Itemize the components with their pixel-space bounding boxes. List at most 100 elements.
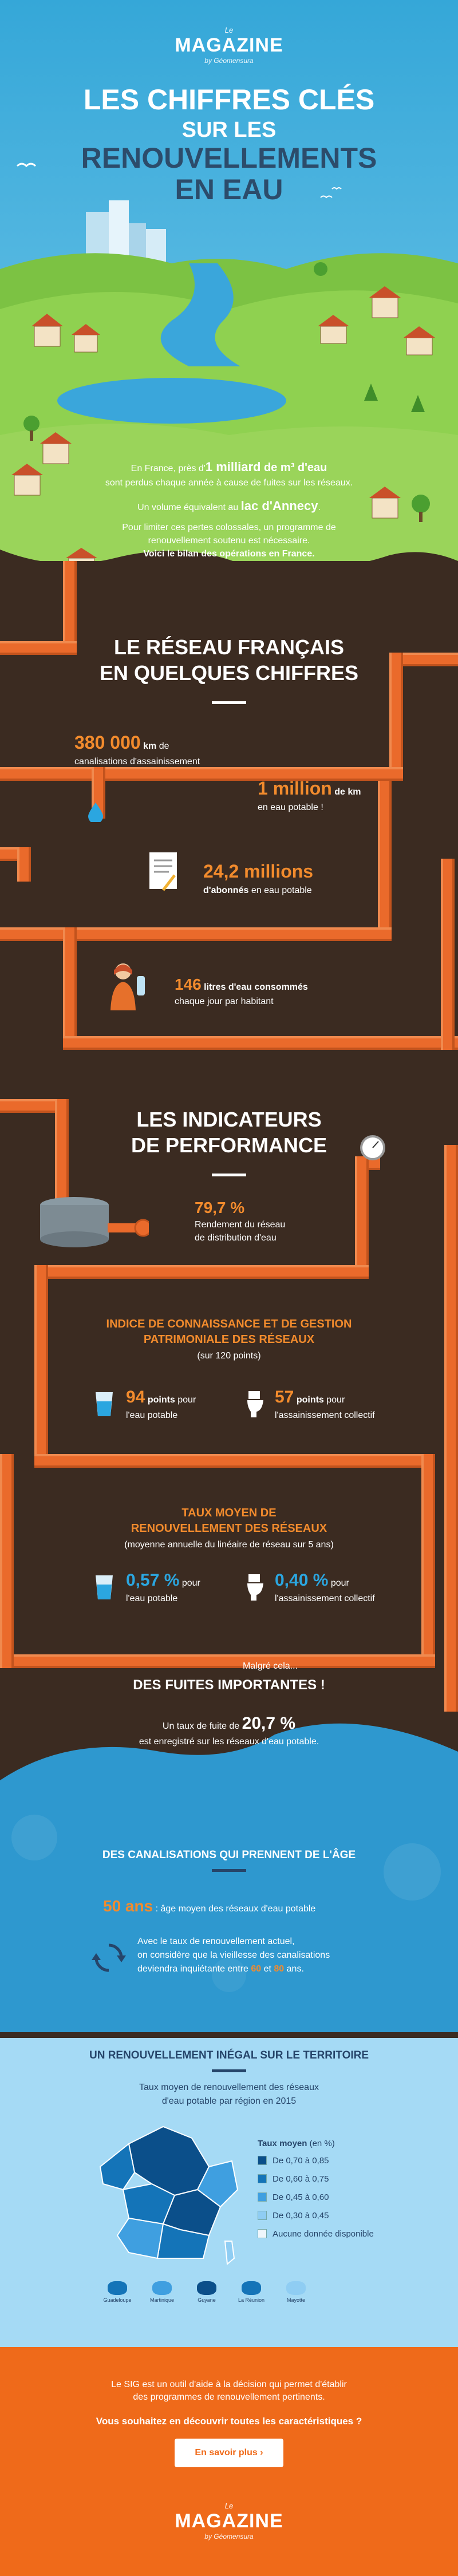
learn-more-button[interactable]: En savoir plus ›	[175, 2439, 283, 2467]
rendement-value: 79,7 %	[195, 1199, 245, 1216]
stat4-post: litres d'eau consommés	[201, 982, 308, 992]
ic-subtitle: (sur 120 points)	[197, 1351, 261, 1361]
legend-label: De 0,30 à 0,45	[273, 2211, 329, 2221]
title-underline	[212, 1869, 246, 1872]
ic-water-unit: points	[145, 1395, 175, 1405]
legend-item: De 0,60 à 0,75	[258, 2174, 329, 2185]
ic-sani-label: l'assainissement collectif	[275, 1411, 375, 1420]
stat4-label: chaque jour par habitant	[175, 997, 274, 1007]
overseas-territory: Guyane	[184, 2281, 230, 2303]
renewal-cycle-icon	[92, 1943, 126, 1972]
territory-label: La Réunion	[238, 2297, 265, 2303]
territory-shape	[152, 2281, 172, 2295]
pipe	[34, 1454, 435, 1468]
network-title-line2: EN QUELQUES CHIFFRES	[99, 661, 359, 685]
cta-text: Le SIG est un outil d'aide à la décision…	[0, 2379, 458, 2404]
tm-water-post: pour	[179, 1578, 200, 1588]
glass-icon	[96, 1392, 113, 1416]
title-underline	[212, 701, 246, 704]
footer-logo-subtitle: by Géomensura	[204, 2532, 254, 2541]
age-text1: Avec le taux de renouvellement actuel,	[137, 1937, 295, 1946]
pipe	[34, 1265, 48, 1457]
cta-text2: des programmes de renouvellement pertine…	[133, 2392, 325, 2403]
pipe	[0, 1454, 14, 1668]
stat1-label: canalisations d'assainissement	[74, 756, 200, 767]
stat-abonnes: 24,2 millions d'abonnés en eau potable	[203, 859, 313, 897]
stat2-label: en eau potable !	[258, 802, 323, 812]
overseas-territory: La Réunion	[228, 2281, 274, 2303]
tm-water-value: 0,57 %	[126, 1571, 180, 1590]
ic-sani-value: 57	[275, 1388, 294, 1406]
intro-p3-bold: Voici le bilan des opérations en France.	[143, 549, 315, 559]
footer-logo-prefix: Le	[224, 2502, 234, 2510]
pipe	[63, 561, 77, 641]
cta-section: Le SIG est un outil d'aide à la décision…	[0, 2347, 458, 2576]
overseas-territory: Guadeloupe	[94, 2281, 140, 2303]
stat1-post: de	[156, 741, 169, 751]
legend-item: De 0,30 à 0,45	[258, 2210, 329, 2222]
stat4-value: 146	[175, 975, 202, 993]
hero-section: Le MAGAZINE by Géomensura LES CHIFFRES C…	[0, 0, 458, 572]
logo-subtitle: by Géomensura	[204, 57, 254, 65]
leak-text: Un taux de fuite de 20,7 % est enregistr…	[0, 1712, 458, 1748]
overseas-territory: Mayotte	[273, 2281, 319, 2303]
intro-p2-pre: Un volume équivalent au	[137, 503, 241, 512]
age-text3-a: 60	[251, 1964, 262, 1974]
legend-unit: (en %)	[307, 2139, 335, 2148]
legend-swatch	[258, 2156, 267, 2165]
leak-pre: Malgré cela...	[242, 1661, 298, 1671]
intro-p1-pre: En France, près d'	[131, 464, 206, 473]
map-sub1: Taux moyen de renouvellement des réseaux	[139, 2083, 319, 2092]
drops-background	[0, 1803, 458, 2032]
stat3-value: 24,2 millions	[203, 861, 314, 882]
stat-rendement: 79,7 % Rendement du réseau de distributi…	[195, 1196, 285, 1244]
leak-line1-pre: Un taux de fuite de	[162, 1721, 242, 1731]
network-section: LE RÉSEAU FRANÇAIS EN QUELQUES CHIFFRES …	[0, 561, 458, 1116]
ic-sani-post: pour	[323, 1395, 345, 1405]
stat2-value: 1 million	[258, 778, 332, 799]
footer-logo[interactable]: Le MAGAZINE by Géomensura	[0, 2502, 458, 2541]
tm-water-label: l'eau potable	[126, 1594, 178, 1603]
stat3-label: en eau potable	[248, 885, 312, 895]
cta-text1: Le SIG est un outil d'aide à la décision…	[111, 2380, 347, 2389]
intro-p2-big: lac d'Annecy	[240, 499, 318, 513]
intro-p2-post: .	[318, 503, 321, 512]
age-title: DES CANALISATIONS QUI PRENNENT DE L'ÂGE	[102, 1849, 356, 1861]
title-underline	[212, 2069, 246, 2072]
legend-label: De 0,45 à 0,60	[273, 2192, 329, 2202]
person-drinking-icon	[110, 963, 145, 1010]
header-logo[interactable]: Le MAGAZINE by Géomensura	[0, 26, 458, 65]
stat-eau-potable: 1 million de km en eau potable !	[258, 776, 361, 814]
intro-paragraph-2: Un volume équivalent au lac d'Annecy.	[92, 497, 366, 515]
age-years: 50 ans : âge moyen des réseaux d'eau pot…	[103, 1895, 315, 1917]
contract-icon	[149, 852, 177, 891]
pipe	[444, 1145, 458, 1717]
legend-item: De 0,70 à 0,85	[258, 2155, 329, 2167]
legend-item: De 0,45 à 0,60	[258, 2192, 329, 2203]
territory-shape	[242, 2281, 261, 2295]
territory-shape	[197, 2281, 216, 2295]
age-text3-b: 80	[274, 1964, 285, 1974]
tm-sani-value: 0,40 %	[275, 1571, 329, 1590]
age-text: Avec le taux de renouvellement actuel, o…	[137, 1935, 330, 1976]
performance-section: LES INDICATEURS DE PERFORMANCE 79,7 % Re…	[0, 1088, 458, 2032]
tm-sani-label: l'assainissement collectif	[275, 1594, 375, 1603]
performance-title-line1: LES INDICATEURS	[136, 1108, 322, 1131]
chevron-right-icon: ›	[260, 2448, 263, 2458]
network-title-line1: LE RÉSEAU FRANÇAIS	[113, 635, 345, 659]
water-drop-icon	[88, 803, 103, 822]
network-title: LE RÉSEAU FRANÇAIS EN QUELQUES CHIFFRES	[0, 634, 458, 686]
age-years-value: 50 ans	[103, 1897, 153, 1915]
intro-p3: Pour limiter ces pertes colossales, un p…	[122, 523, 336, 546]
tm-water: 0,57 % pour l'eau potable	[126, 1568, 200, 1605]
legend-label: De 0,70 à 0,85	[273, 2156, 329, 2166]
ic-water-label: l'eau potable	[126, 1411, 178, 1420]
ic-water-post: pour	[175, 1395, 196, 1405]
map-section: UN RENOUVELLEMENT INÉGAL SUR LE TERRITOI…	[0, 2038, 458, 2347]
map-sub2: d'eau potable par région en 2015	[161, 2096, 297, 2106]
tm-title: TAUX MOYEN DE RENOUVELLEMENT DES RÉSEAUX	[0, 1506, 458, 1536]
pipe	[378, 781, 392, 930]
pipe	[34, 1265, 369, 1279]
territory-label: Guyane	[198, 2297, 216, 2303]
legend-title-text: Taux moyen	[258, 2139, 307, 2148]
